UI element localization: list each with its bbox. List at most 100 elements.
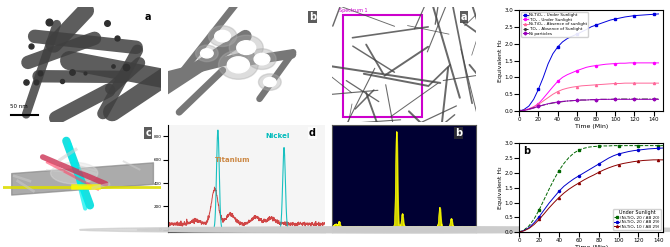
(Ni-TiO₂ 20 / AB 29) bbox=[515, 231, 523, 234]
(Ni-TiO₂ 10 / AB 29) bbox=[555, 196, 563, 199]
Ni-TiO₂ - Under Sunlight bbox=[553, 45, 561, 48]
TiO₂ - Under Sunlight bbox=[597, 63, 605, 66]
TiO₂ - Under Sunlight bbox=[606, 62, 614, 65]
Ni-TiO₂ - Under Sunlight bbox=[611, 18, 619, 21]
(Ni-TiO₂ 20 / AB 20) bbox=[550, 178, 558, 181]
Legend: Ni-TiO₂ - Under Sunlight, TiO₂ - Under Sunlight, Ni-TiO₂ - Absence of sunlight, : Ni-TiO₂ - Under Sunlight, TiO₂ - Under S… bbox=[521, 12, 588, 37]
(Ni-TiO₂ 10 / AB 29) bbox=[639, 159, 647, 162]
Ni-TiO₂ - Absence of sunlight bbox=[558, 88, 566, 91]
(Ni-TiO₂ 20 / AB 20) bbox=[639, 144, 647, 147]
Text: Spectrum 1: Spectrum 1 bbox=[339, 8, 367, 13]
Text: b: b bbox=[455, 128, 462, 138]
(Ni-TiO₂ 20 / AB 29) bbox=[520, 229, 528, 232]
(Ni-TiO₂ 10 / AB 29) bbox=[595, 171, 603, 174]
TiO₂ - Absence of Sunlight bbox=[535, 105, 543, 108]
Circle shape bbox=[254, 53, 270, 65]
Text: b: b bbox=[309, 12, 316, 21]
(Ni-TiO₂ 20 / AB 29) bbox=[620, 151, 628, 154]
Circle shape bbox=[259, 74, 281, 90]
Ni particles bbox=[549, 101, 557, 104]
TiO₂ - Under Sunlight bbox=[515, 110, 523, 113]
(Ni-TiO₂ 20 / AB 20) bbox=[604, 144, 612, 147]
(Ni-TiO₂ 10 / AB 29) bbox=[645, 159, 653, 162]
Text: c: c bbox=[145, 128, 151, 138]
(Ni-TiO₂ 10 / AB 29) bbox=[610, 165, 618, 167]
Line: TiO₂ - Under Sunlight: TiO₂ - Under Sunlight bbox=[518, 62, 659, 112]
TiO₂ - Absence of Sunlight bbox=[573, 99, 581, 102]
(Ni-TiO₂ 10 / AB 29) bbox=[545, 206, 553, 209]
X-axis label: Time (Min): Time (Min) bbox=[575, 245, 608, 247]
(Ni-TiO₂ 20 / AB 29) bbox=[570, 177, 578, 180]
Ni-TiO₂ - Under Sunlight bbox=[587, 25, 595, 28]
TiO₂ - Under Sunlight bbox=[578, 67, 586, 70]
TiO₂ - Absence of Sunlight bbox=[616, 98, 624, 101]
Text: Nickel: Nickel bbox=[265, 133, 289, 139]
(Ni-TiO₂ 20 / AB 20) bbox=[620, 144, 628, 147]
Ni particles bbox=[582, 99, 590, 102]
TiO₂ - Under Sunlight bbox=[568, 71, 576, 74]
Line: TiO₂ - Absence of Sunlight: TiO₂ - Absence of Sunlight bbox=[518, 98, 659, 112]
(Ni-TiO₂ 20 / AB 29) bbox=[550, 196, 558, 199]
(Ni-TiO₂ 20 / AB 20) bbox=[570, 152, 578, 155]
Circle shape bbox=[229, 35, 263, 60]
Circle shape bbox=[80, 227, 598, 233]
TiO₂ - Absence of Sunlight bbox=[650, 98, 658, 101]
(Ni-TiO₂ 20 / AB 20) bbox=[645, 144, 653, 147]
(Ni-TiO₂ 20 / AB 29) bbox=[610, 154, 618, 157]
(Ni-TiO₂ 10 / AB 29) bbox=[614, 163, 622, 166]
Circle shape bbox=[192, 227, 670, 233]
Ni-TiO₂ - Under Sunlight bbox=[520, 108, 528, 111]
Text: a: a bbox=[145, 12, 151, 21]
Ni particles bbox=[611, 98, 619, 101]
Ni particles bbox=[568, 99, 576, 102]
Ni-TiO₂ - Absence of sunlight bbox=[549, 93, 557, 96]
(Ni-TiO₂ 10 / AB 29) bbox=[560, 192, 568, 195]
Ni-TiO₂ - Under Sunlight bbox=[539, 76, 547, 79]
(Ni-TiO₂ 20 / AB 29) bbox=[645, 147, 653, 150]
(Ni-TiO₂ 20 / AB 20) bbox=[525, 224, 533, 227]
Circle shape bbox=[214, 30, 230, 42]
TiO₂ - Under Sunlight bbox=[549, 85, 557, 88]
Circle shape bbox=[196, 45, 218, 62]
Text: b: b bbox=[523, 146, 531, 156]
TiO₂ - Absence of Sunlight bbox=[525, 108, 533, 111]
Ni-TiO₂ - Absence of sunlight bbox=[645, 82, 653, 85]
(Ni-TiO₂ 20 / AB 29) bbox=[585, 168, 593, 171]
Text: a: a bbox=[461, 12, 468, 21]
Ni particles bbox=[602, 98, 610, 101]
Ni-TiO₂ - Absence of sunlight bbox=[535, 103, 543, 106]
(Ni-TiO₂ 20 / AB 20) bbox=[535, 208, 543, 211]
Ni particles bbox=[515, 110, 523, 113]
(Ni-TiO₂ 20 / AB 29) bbox=[575, 174, 583, 177]
Circle shape bbox=[248, 49, 276, 69]
(Ni-TiO₂ 20 / AB 29) bbox=[659, 146, 667, 149]
Ni particles bbox=[553, 101, 561, 103]
(Ni-TiO₂ 20 / AB 20) bbox=[655, 144, 663, 147]
Ni-TiO₂ - Absence of sunlight bbox=[597, 83, 605, 86]
Ni particles bbox=[606, 98, 614, 101]
(Ni-TiO₂ 20 / AB 29) bbox=[655, 147, 663, 150]
(Ni-TiO₂ 20 / AB 20) bbox=[565, 156, 573, 159]
Bar bbox=[343, 16, 422, 117]
(Ni-TiO₂ 20 / AB 29) bbox=[530, 221, 538, 224]
Text: Titanium: Titanium bbox=[214, 157, 250, 163]
(Ni-TiO₂ 10 / AB 29) bbox=[649, 158, 657, 161]
(Ni-TiO₂ 20 / AB 20) bbox=[649, 144, 657, 147]
Y-axis label: Equivalent H₂: Equivalent H₂ bbox=[498, 39, 503, 82]
Ni-TiO₂ - Absence of sunlight bbox=[655, 82, 663, 85]
(Ni-TiO₂ 20 / AB 29) bbox=[525, 226, 533, 229]
(Ni-TiO₂ 20 / AB 20) bbox=[530, 217, 538, 220]
Circle shape bbox=[137, 227, 656, 233]
TiO₂ - Under Sunlight bbox=[573, 69, 581, 72]
TiO₂ - Under Sunlight bbox=[630, 62, 639, 64]
Text: 0.2 μm: 0.2 μm bbox=[247, 104, 266, 109]
TiO₂ - Under Sunlight bbox=[539, 97, 547, 100]
Ni-TiO₂ - Absence of sunlight bbox=[602, 83, 610, 86]
TiO₂ - Absence of Sunlight bbox=[635, 98, 643, 101]
TiO₂ - Under Sunlight bbox=[553, 80, 561, 83]
TiO₂ - Under Sunlight bbox=[645, 62, 653, 64]
Ni-TiO₂ - Absence of sunlight bbox=[544, 96, 552, 99]
Ni-TiO₂ - Under Sunlight bbox=[592, 24, 600, 27]
(Ni-TiO₂ 20 / AB 29) bbox=[639, 148, 647, 151]
Text: 50 nm: 50 nm bbox=[9, 104, 27, 109]
